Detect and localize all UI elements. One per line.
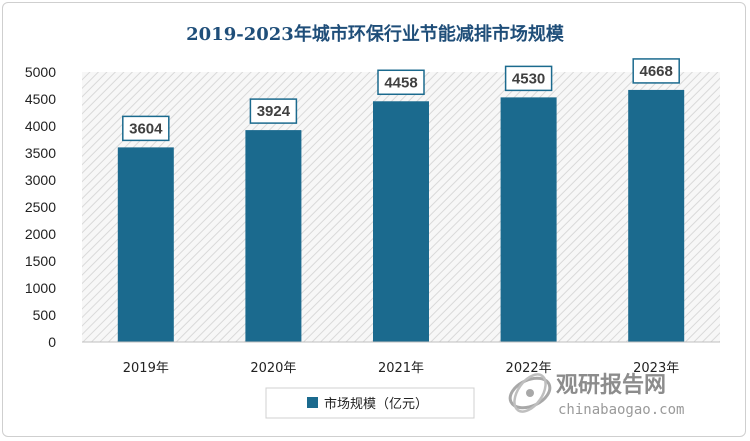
legend-box xyxy=(265,387,475,419)
bar xyxy=(500,97,557,342)
data-label: 3604 xyxy=(129,120,163,137)
watermark-url: chinabaogao.com xyxy=(558,402,684,418)
y-tick-label: 2500 xyxy=(25,199,56,215)
data-label: 4458 xyxy=(384,74,417,91)
x-tick-label: 2023年 xyxy=(633,361,679,376)
x-axis: 2019年 2020年 2021年 2022年 2023年 xyxy=(123,361,679,376)
watermark: 观研报告网 chinabaogao.com xyxy=(508,373,684,418)
data-label-box xyxy=(122,115,170,142)
legend-label: 市场规模（亿元） xyxy=(324,396,428,412)
data-label-box xyxy=(504,65,553,92)
y-tick-label: 3500 xyxy=(25,145,56,161)
bar xyxy=(373,101,429,342)
data-label-box xyxy=(249,98,298,124)
bar xyxy=(628,89,685,342)
data-labels-group: 3604 3924 4458 4530 4668 xyxy=(122,58,680,142)
bar xyxy=(117,147,174,342)
legend-swatch xyxy=(307,397,318,408)
bar xyxy=(245,130,302,342)
data-label: 4668 xyxy=(640,63,673,80)
y-tick-label: 2000 xyxy=(25,226,56,242)
y-tick-label: 4000 xyxy=(25,118,56,134)
x-tick-label: 2021年 xyxy=(378,361,424,376)
data-label-box xyxy=(632,58,680,84)
watermark-name: 观研报告网 xyxy=(556,373,666,398)
legend: 市场规模（亿元） xyxy=(265,387,475,419)
x-tick-label: 2019年 xyxy=(123,361,169,376)
data-label: 4530 xyxy=(512,70,545,87)
data-label: 3924 xyxy=(257,103,291,120)
y-tick-label: 3000 xyxy=(25,172,56,188)
globe-swirl-logo-icon xyxy=(508,373,552,413)
y-tick-label: 1500 xyxy=(25,253,56,269)
bars-group xyxy=(117,89,685,342)
y-tick-label: 4500 xyxy=(25,91,56,107)
y-tick-label: 1000 xyxy=(25,280,56,296)
y-tick-label: 5000 xyxy=(25,64,56,80)
y-axis: 0 500 1000 1500 2000 2500 3000 3500 4000 4500 5000 xyxy=(25,64,56,350)
x-tick-label: 2020年 xyxy=(250,361,296,376)
data-label-box xyxy=(377,69,425,96)
x-tick-label: 2022年 xyxy=(506,361,552,376)
y-tick-label: 0 xyxy=(48,334,56,350)
y-tick-label: 500 xyxy=(33,307,57,323)
chart-title: 2019-2023年城市环保行业节能减排市场规模 xyxy=(186,23,565,45)
